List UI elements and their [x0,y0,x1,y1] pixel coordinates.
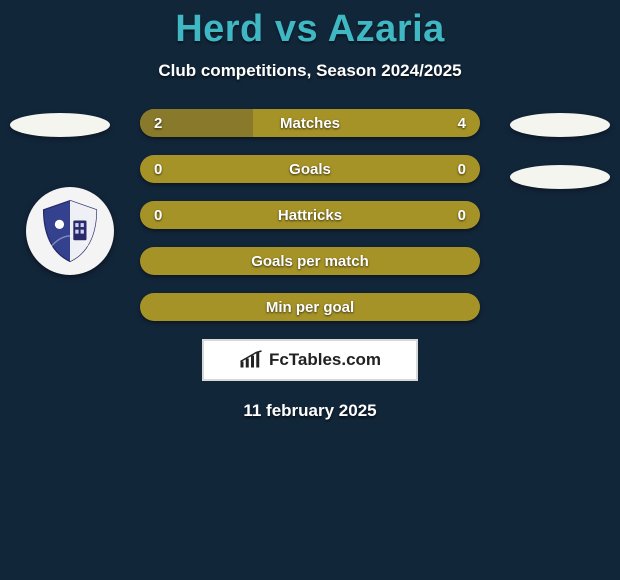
right-team-placeholder-1 [510,113,610,137]
date-label: 11 february 2025 [0,401,620,421]
stat-right-value: 4 [458,109,466,137]
stat-bar: 2Matches4 [140,109,480,137]
stat-bars: 2Matches40Goals00Hattricks0Goals per mat… [140,109,480,321]
stat-right-value: 0 [458,201,466,229]
right-team-placeholder-2 [510,165,610,189]
chart-icon [239,350,263,370]
stat-label: Matches [140,109,480,137]
stat-bar: Min per goal [140,293,480,321]
stat-bar: Goals per match [140,247,480,275]
brand-badge: FcTables.com [202,339,418,381]
comparison-panel: 2Matches40Goals00Hattricks0Goals per mat… [0,109,620,421]
page-title: Herd vs Azaria [0,0,620,51]
stat-right-value: 0 [458,155,466,183]
stat-bar: 0Goals0 [140,155,480,183]
brand-text: FcTables.com [269,350,381,370]
left-team-placeholder [10,113,110,137]
subtitle: Club competitions, Season 2024/2025 [0,61,620,81]
stat-label: Min per goal [140,293,480,321]
stat-label: Hattricks [140,201,480,229]
shield-icon [37,198,103,264]
stat-label: Goals per match [140,247,480,275]
left-team-crest [26,187,114,275]
stat-bar: 0Hattricks0 [140,201,480,229]
stat-label: Goals [140,155,480,183]
